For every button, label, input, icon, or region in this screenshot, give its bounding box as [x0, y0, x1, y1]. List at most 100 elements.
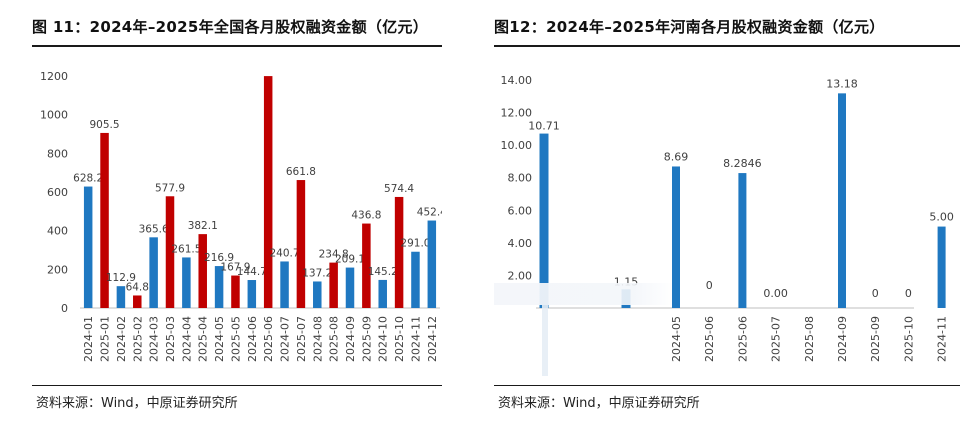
data-label: 452.4	[417, 207, 442, 219]
x-tick-label: 2025-03	[164, 316, 177, 362]
x-tick-label: 2024-11	[409, 316, 422, 362]
data-label: 0	[905, 287, 912, 300]
left-figure: 图 11：2024年–2025年全国各月股权融资金额（亿元） 0 200 400 60…	[32, 0, 442, 432]
y-tick-label: 0	[61, 302, 68, 315]
x-tick-label: 2024-12	[426, 316, 439, 362]
data-label: 13.18	[826, 77, 858, 90]
y-tick-label: 4.00	[508, 237, 533, 250]
data-label: 64.8	[126, 281, 149, 293]
data-label: 216.9	[204, 252, 234, 264]
y-tick-label: 8.00	[508, 172, 533, 185]
data-label: 0	[872, 287, 879, 300]
data-label: 365.6	[139, 223, 169, 235]
y-tick-label: 800	[47, 147, 68, 160]
x-tick-label: 2024-09	[344, 316, 357, 362]
x-tick-label: 2025-09	[869, 316, 882, 362]
data-label: 145.2	[368, 266, 398, 278]
x-tick-label: 2024-06	[246, 316, 259, 362]
data-label: 234.8	[319, 249, 349, 261]
figure-source: 资料来源：Wind，中原证券研究所	[498, 396, 700, 411]
bar	[329, 262, 338, 308]
x-tick-label: 2024-05	[670, 316, 683, 362]
bar	[738, 173, 747, 308]
bar	[672, 166, 680, 308]
bar	[362, 223, 371, 308]
data-label: 144.7	[237, 266, 267, 278]
x-tick-label: 2025-07	[295, 316, 308, 362]
data-label: 905.5	[90, 119, 120, 131]
bar	[427, 220, 437, 308]
y-tick-label: 400	[47, 225, 68, 238]
data-label: 5.00	[929, 211, 954, 224]
x-tick-label: 2025-01	[99, 316, 112, 362]
obscured-region	[542, 300, 548, 376]
bar	[116, 286, 126, 308]
y-tick-label: 6.00	[508, 204, 533, 217]
bar	[214, 266, 224, 308]
data-label: 628.2	[73, 173, 103, 185]
data-label: 0.00	[763, 287, 788, 300]
x-tick-label: 2025-08	[328, 316, 341, 362]
x-tick-label: 2025-04	[197, 316, 210, 362]
x-tick-label: 2025-06	[736, 316, 749, 362]
bar	[149, 237, 158, 308]
bar	[100, 132, 109, 308]
bar	[539, 133, 549, 308]
x-tick-label: 2025-10	[393, 316, 406, 362]
data-label: 436.8	[351, 210, 381, 222]
bar	[133, 295, 142, 308]
bar	[411, 251, 420, 308]
bar	[165, 196, 175, 308]
data-label: 261.5	[171, 243, 201, 255]
title-rule	[32, 45, 442, 47]
source-rule	[494, 385, 960, 386]
x-tick-label: 2025-08	[803, 316, 816, 362]
bar	[198, 234, 207, 308]
x-tick-label: 2025-07	[770, 316, 783, 362]
data-label: 112.9	[106, 272, 136, 284]
x-tick-label: 2024-08	[311, 316, 324, 362]
data-label: 0	[706, 279, 713, 292]
data-label: 209.1	[335, 254, 365, 266]
bar	[296, 180, 306, 308]
data-label: 240.7	[270, 247, 300, 259]
x-tick-label: 2025-09	[360, 316, 373, 362]
x-tick-label: 2025-06	[703, 316, 716, 362]
x-tick-label: 2024-11	[936, 316, 949, 362]
bar	[313, 281, 322, 308]
x-tick-label: 2024-07	[279, 316, 292, 362]
x-tick-label: 2024-04	[180, 316, 193, 362]
bar	[394, 196, 404, 308]
x-tick-label: 2025-05	[229, 316, 242, 362]
y-tick-label: 600	[47, 186, 68, 199]
data-label: 8.69	[664, 150, 689, 163]
x-tick-label: 2024-09	[836, 316, 849, 362]
x-tick-label: 2025-02	[131, 316, 144, 362]
data-label: 167.9	[220, 262, 250, 274]
y-tick-label: 10.00	[501, 139, 533, 152]
y-tick-label: 1000	[40, 109, 68, 122]
bar	[937, 226, 946, 308]
bar	[83, 186, 93, 308]
x-tick-label: 2024-05	[213, 316, 226, 362]
right-figure: 图12：2024年–2025年河南各月股权融资金额（亿元） 2.00 4.00 6.…	[494, 0, 960, 432]
national-financing-chart: 0 200 400 600 800 1000 1200 628.2 2024-01 905.5 20…	[40, 70, 442, 362]
x-tick-label: 2025-10	[902, 316, 915, 362]
figure-source: 资料来源：Wind，中原证券研究所	[36, 396, 238, 411]
title-rule	[494, 45, 960, 47]
x-tick-label: 2024-02	[115, 316, 128, 362]
y-tick-label: 14.00	[501, 74, 533, 87]
source-rule	[32, 385, 442, 386]
y-tick-label: 200	[47, 263, 68, 276]
bar	[378, 279, 387, 308]
figure-title: 图12：2024年–2025年河南各月股权融资金额（亿元）	[494, 18, 885, 36]
bar	[231, 275, 240, 308]
data-label: 137.2	[302, 267, 332, 279]
data-label: 10.71	[528, 120, 560, 133]
bar	[182, 257, 191, 308]
figure-title: 图 11：2024年–2025年全国各月股权融资金额（亿元）	[32, 18, 429, 36]
x-tick-label: 2024-01	[82, 316, 95, 362]
x-tick-label: 2024-10	[377, 316, 390, 362]
bar	[263, 76, 273, 308]
bar	[345, 267, 355, 308]
